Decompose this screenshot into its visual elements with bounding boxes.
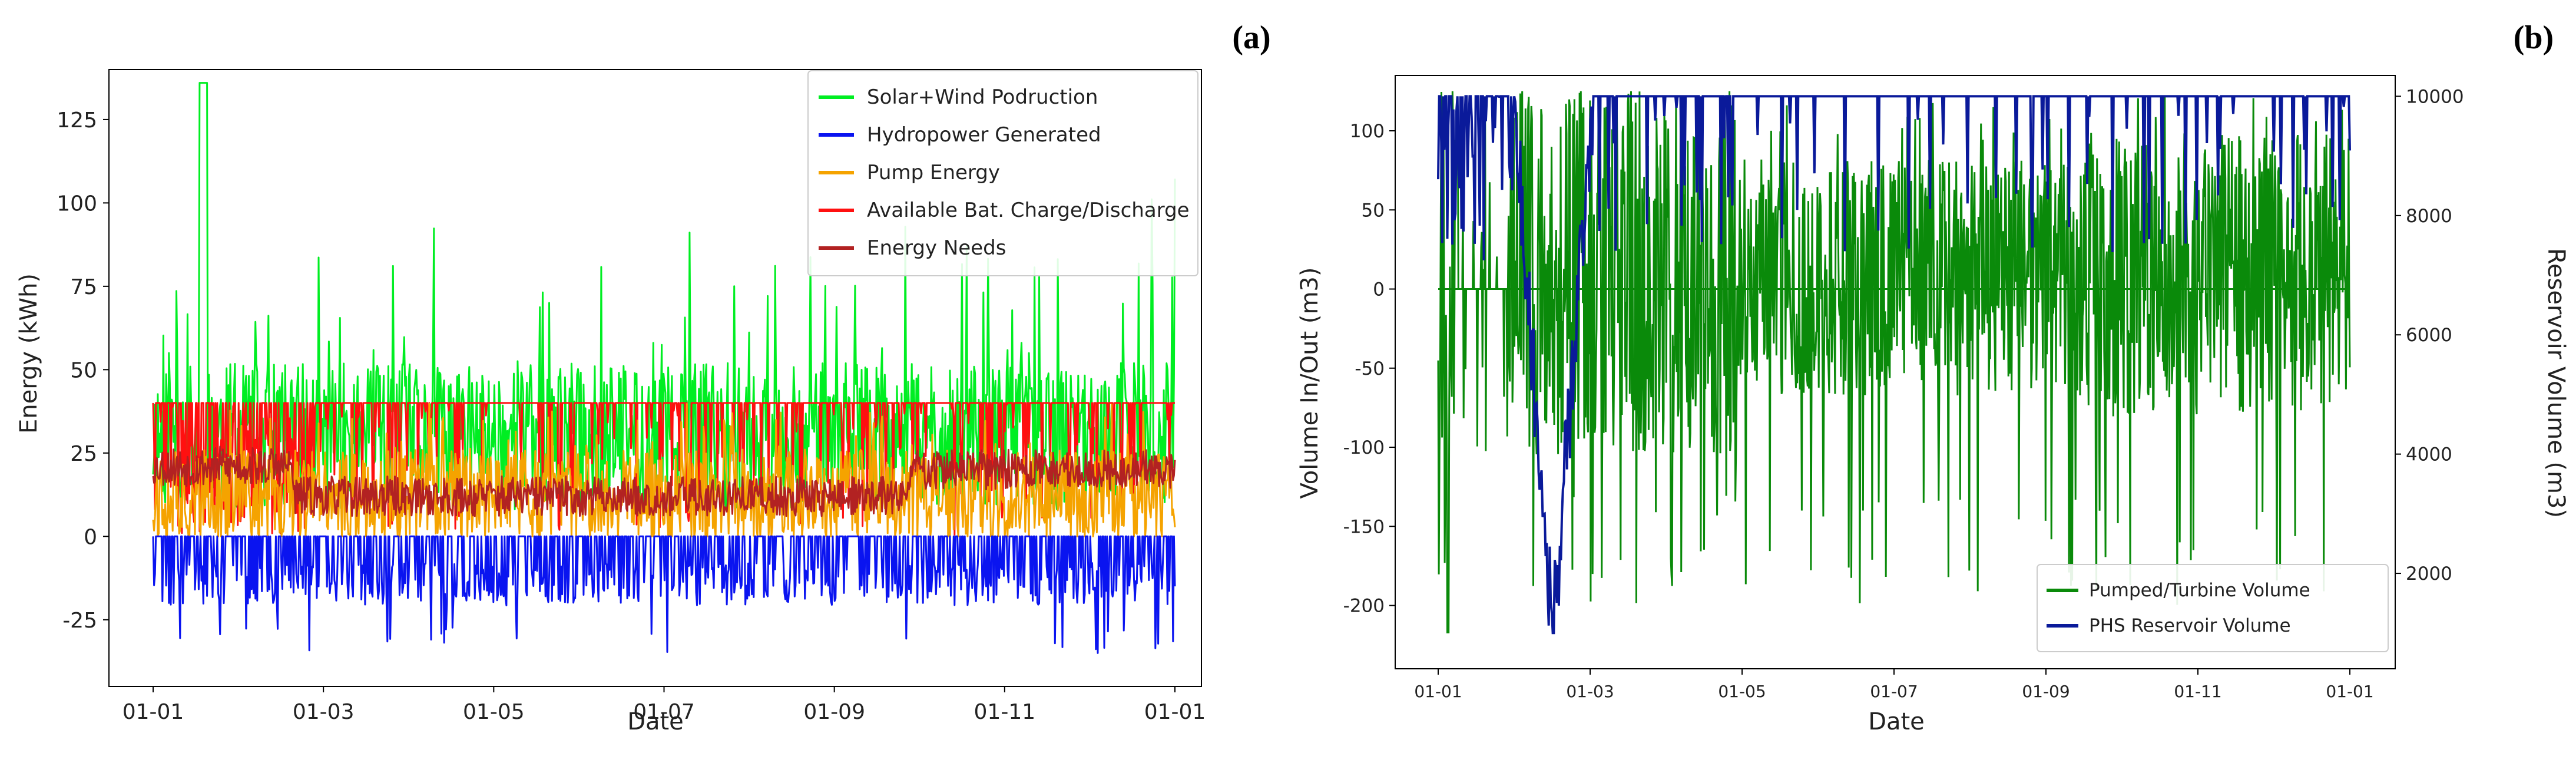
series-line-a-4 [152, 445, 1176, 517]
y-axis-title-a: Energy (kWh) [15, 273, 42, 434]
series-line-a-3 [152, 402, 1175, 536]
y-tick-label-a: 125 [57, 108, 97, 133]
y-tick-label-a: -25 [62, 609, 97, 633]
y-right-tick-label-b: 10000 [2406, 86, 2464, 107]
y-tick-label-b: -50 [1355, 358, 1385, 379]
legend-box-a [807, 70, 1198, 276]
x-tick-label-b: 01-01 [2326, 682, 2373, 701]
chart-panel-a: (a) Date Energy (kWh) -25 0 25 50 75 100 125 01… [15, 19, 1271, 735]
x-tick-label-b: 01-07 [1870, 682, 1918, 701]
y-axis-right-title-b: Reservoir Volume (m3) [2542, 248, 2570, 518]
y-tick-label-a: 0 [84, 525, 97, 549]
y-tick-label-a: 25 [70, 442, 97, 466]
series-line-a-1 [152, 535, 1176, 654]
x-tick-label-b: 01-03 [1566, 682, 1614, 701]
x-tick-label-a: 01-07 [633, 700, 695, 724]
y-tick-label-a: 50 [70, 358, 97, 382]
plot-frame-a [108, 69, 1202, 687]
y-tick-label-b: -150 [1343, 516, 1385, 537]
x-tick-label-b: 01-11 [2174, 682, 2221, 701]
plot-frame-b [1395, 75, 2396, 669]
panel-label-b: (b) [2514, 19, 2554, 56]
x-axis-title-b: Date [1868, 708, 1925, 735]
y-right-tick-label-b: 2000 [2406, 563, 2452, 585]
x-axis-title-a: Date [627, 708, 684, 735]
x-tick-label-b: 01-09 [2022, 682, 2070, 701]
y-tick-label-b: 0 [1373, 279, 1385, 301]
y-tick-label-a: 100 [57, 192, 97, 216]
x-tick-label-a: 01-01 [1144, 700, 1206, 724]
chart-a-svg: (a) Date Energy (kWh) -25 0 25 50 75 100 125 01… [15, 19, 1271, 735]
x-tick-label-a: 01-01 [122, 700, 184, 724]
y-tick-label-b: -100 [1343, 437, 1385, 458]
x-tick-label-a: 01-11 [974, 700, 1036, 724]
x-tick-label-a: 01-03 [293, 700, 355, 724]
x-tick-label-b: 01-01 [1414, 682, 1462, 701]
legend-label-b-0: Pumped/Turbine Volume [2089, 580, 2310, 601]
legend-label-a-0: Solar+Wind Podruction [867, 85, 1098, 109]
legend-box-b [2037, 564, 2389, 652]
y-tick-label-b: -200 [1343, 596, 1385, 617]
x-tick-label-a: 01-09 [803, 700, 865, 724]
y-tick-label-b: 50 [1362, 200, 1385, 221]
legend-label-b-1: PHS Reservoir Volume [2089, 615, 2291, 636]
y-right-tick-label-b: 4000 [2406, 444, 2452, 465]
panel-label-a: (a) [1232, 19, 1270, 56]
x-tick-label-b: 01-05 [1718, 682, 1766, 701]
y-axis-title-b: Volume In/Out (m3) [1296, 268, 1323, 499]
x-tick-label-a: 01-05 [463, 700, 525, 724]
chart-b-svg: (b) Date Volume In/Out (m3) Reservoir Vo… [1296, 19, 2570, 735]
y-right-tick-label-b: 6000 [2406, 325, 2452, 346]
legend-label-a-4: Energy Needs [867, 236, 1006, 260]
chart-panel-b: (b) Date Volume In/Out (m3) Reservoir Vo… [1288, 0, 2576, 766]
legend-label-a-3: Available Bat. Charge/Discharge [867, 199, 1190, 222]
y-tick-label-a: 75 [70, 275, 97, 299]
legend-label-a-1: Hydropower Generated [867, 123, 1101, 147]
y-right-tick-label-b: 8000 [2406, 206, 2452, 227]
legend-label-a-2: Pump Energy [867, 161, 1000, 184]
y-tick-label-b: 100 [1350, 121, 1385, 142]
series-line-b-1 [1437, 95, 2351, 635]
